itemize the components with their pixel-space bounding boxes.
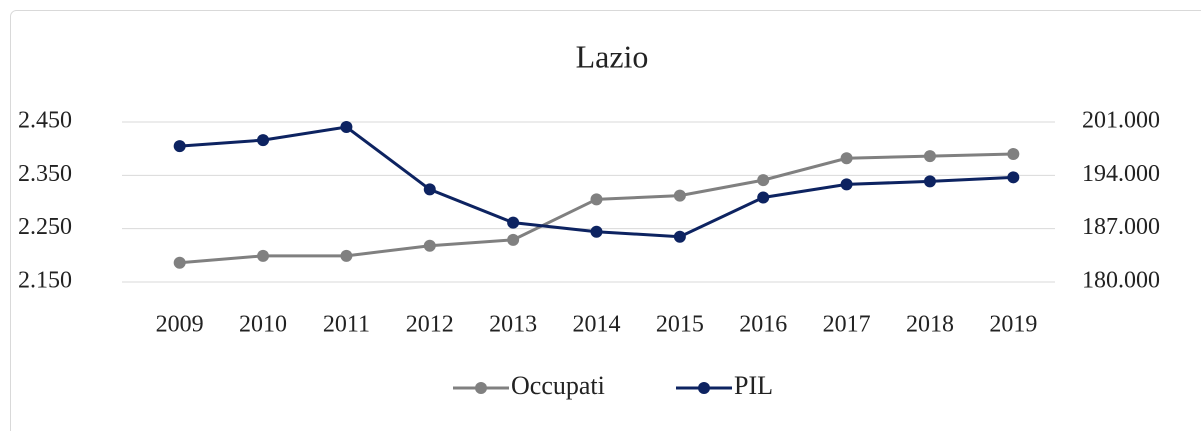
legend-marker	[475, 382, 487, 394]
series-marker	[840, 178, 853, 191]
series-marker	[423, 183, 436, 196]
series-marker	[1007, 171, 1020, 184]
chart-border	[10, 10, 1201, 431]
series-marker	[1007, 148, 1020, 160]
y-tick-label: 2.350	[18, 161, 72, 187]
y-tick-label: 2.250	[18, 214, 72, 240]
x-tick-label: 2015	[656, 312, 704, 338]
series-marker	[590, 193, 603, 206]
x-tick-label: 2019	[989, 312, 1037, 338]
y2-tick-label: 194.000	[1082, 161, 1160, 187]
legend-label: Occupati	[511, 371, 605, 400]
x-tick-label: 2013	[489, 312, 537, 338]
series-marker	[423, 239, 436, 252]
legend-marker	[698, 382, 710, 394]
series-marker	[507, 233, 520, 246]
series-marker	[673, 230, 686, 243]
series-marker	[257, 134, 270, 147]
series-marker	[173, 256, 186, 269]
chart-title: Lazio	[576, 38, 649, 74]
legend-label: PIL	[734, 371, 773, 400]
series-marker	[673, 189, 686, 202]
series-marker	[340, 121, 353, 134]
x-tick-label: 2018	[906, 312, 954, 338]
series-marker	[757, 191, 770, 204]
y2-tick-label: 201.000	[1082, 108, 1160, 134]
x-tick-label: 2010	[239, 312, 287, 338]
series-marker	[590, 225, 603, 238]
series-marker	[757, 174, 770, 187]
series-marker	[507, 216, 520, 229]
series-marker	[340, 249, 353, 262]
y2-tick-label: 187.000	[1082, 214, 1160, 240]
x-tick-label: 2012	[406, 312, 454, 338]
y2-tick-label: 180.000	[1082, 268, 1160, 294]
series-marker	[840, 152, 853, 165]
x-tick-label: 2017	[823, 312, 871, 338]
x-tick-label: 2014	[573, 312, 621, 338]
y-tick-label: 2.450	[18, 108, 72, 134]
series-marker	[173, 140, 186, 153]
y-tick-label: 2.150	[18, 268, 72, 294]
series-marker	[257, 249, 270, 262]
series-marker	[923, 150, 936, 163]
series-marker	[923, 175, 936, 188]
x-tick-label: 2011	[323, 312, 370, 338]
x-tick-label: 2016	[739, 312, 787, 338]
x-tick-label: 2009	[156, 312, 204, 338]
